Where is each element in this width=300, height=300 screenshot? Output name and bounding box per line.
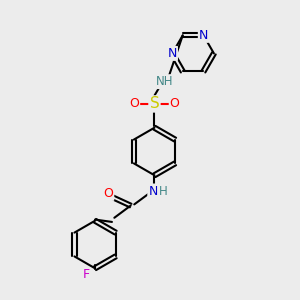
- Text: O: O: [103, 187, 113, 200]
- Text: S: S: [150, 96, 159, 111]
- Text: O: O: [129, 98, 139, 110]
- Text: F: F: [83, 268, 90, 281]
- Text: N: N: [168, 47, 177, 60]
- Text: O: O: [170, 98, 180, 110]
- Text: NH: NH: [156, 75, 174, 88]
- Text: N: N: [199, 29, 208, 42]
- Text: N: N: [148, 184, 158, 197]
- Text: H: H: [158, 184, 167, 197]
